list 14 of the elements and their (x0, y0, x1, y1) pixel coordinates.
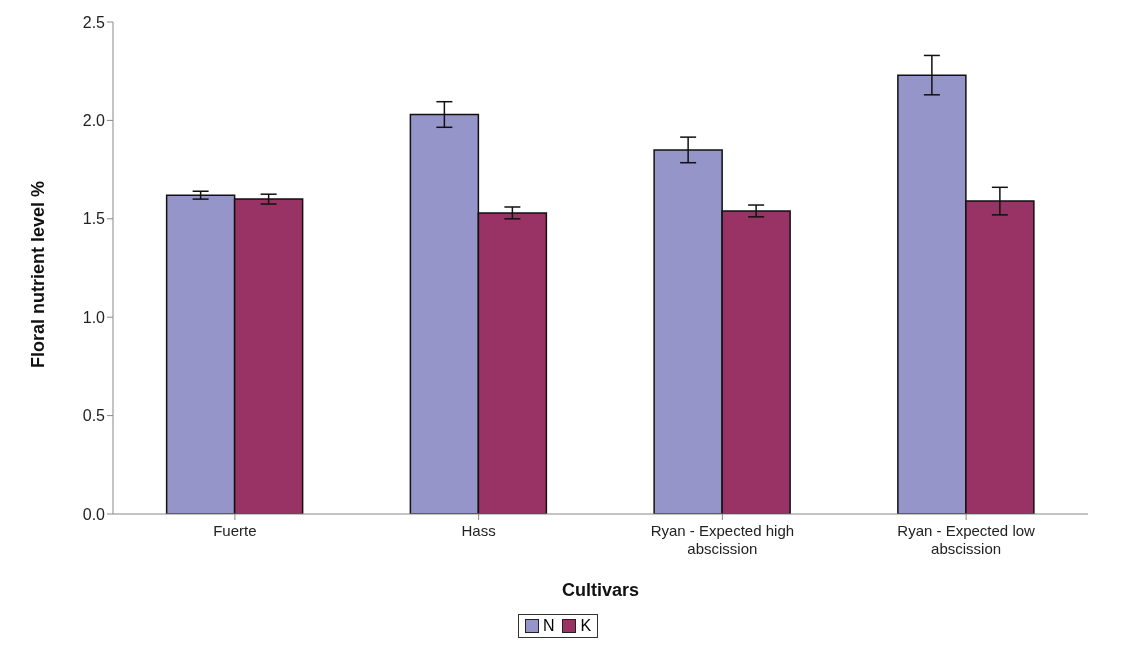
y-tick-label: 0.0 (82, 505, 106, 523)
x-tick-label: Hass (461, 522, 496, 539)
y-tick-label: 2.0 (82, 112, 106, 130)
x-tick-label: Fuerte (213, 522, 257, 539)
y-axis-title: Floral nutrient level % (28, 180, 49, 368)
legend-label: K (579, 617, 592, 635)
x-tick-label: Ryan - Expected low abscission (897, 522, 1036, 557)
y-tick-label: 1.0 (82, 308, 106, 326)
legend-label: N (541, 617, 555, 635)
y-tick-label: 0.5 (82, 407, 106, 425)
y-tick-label: 2.5 (82, 13, 106, 31)
x-axis-title: Cultivars (561, 580, 640, 600)
y-tick-label: 1.5 (82, 210, 106, 228)
x-tick-label: Ryan - Expected high abscission (650, 522, 795, 557)
